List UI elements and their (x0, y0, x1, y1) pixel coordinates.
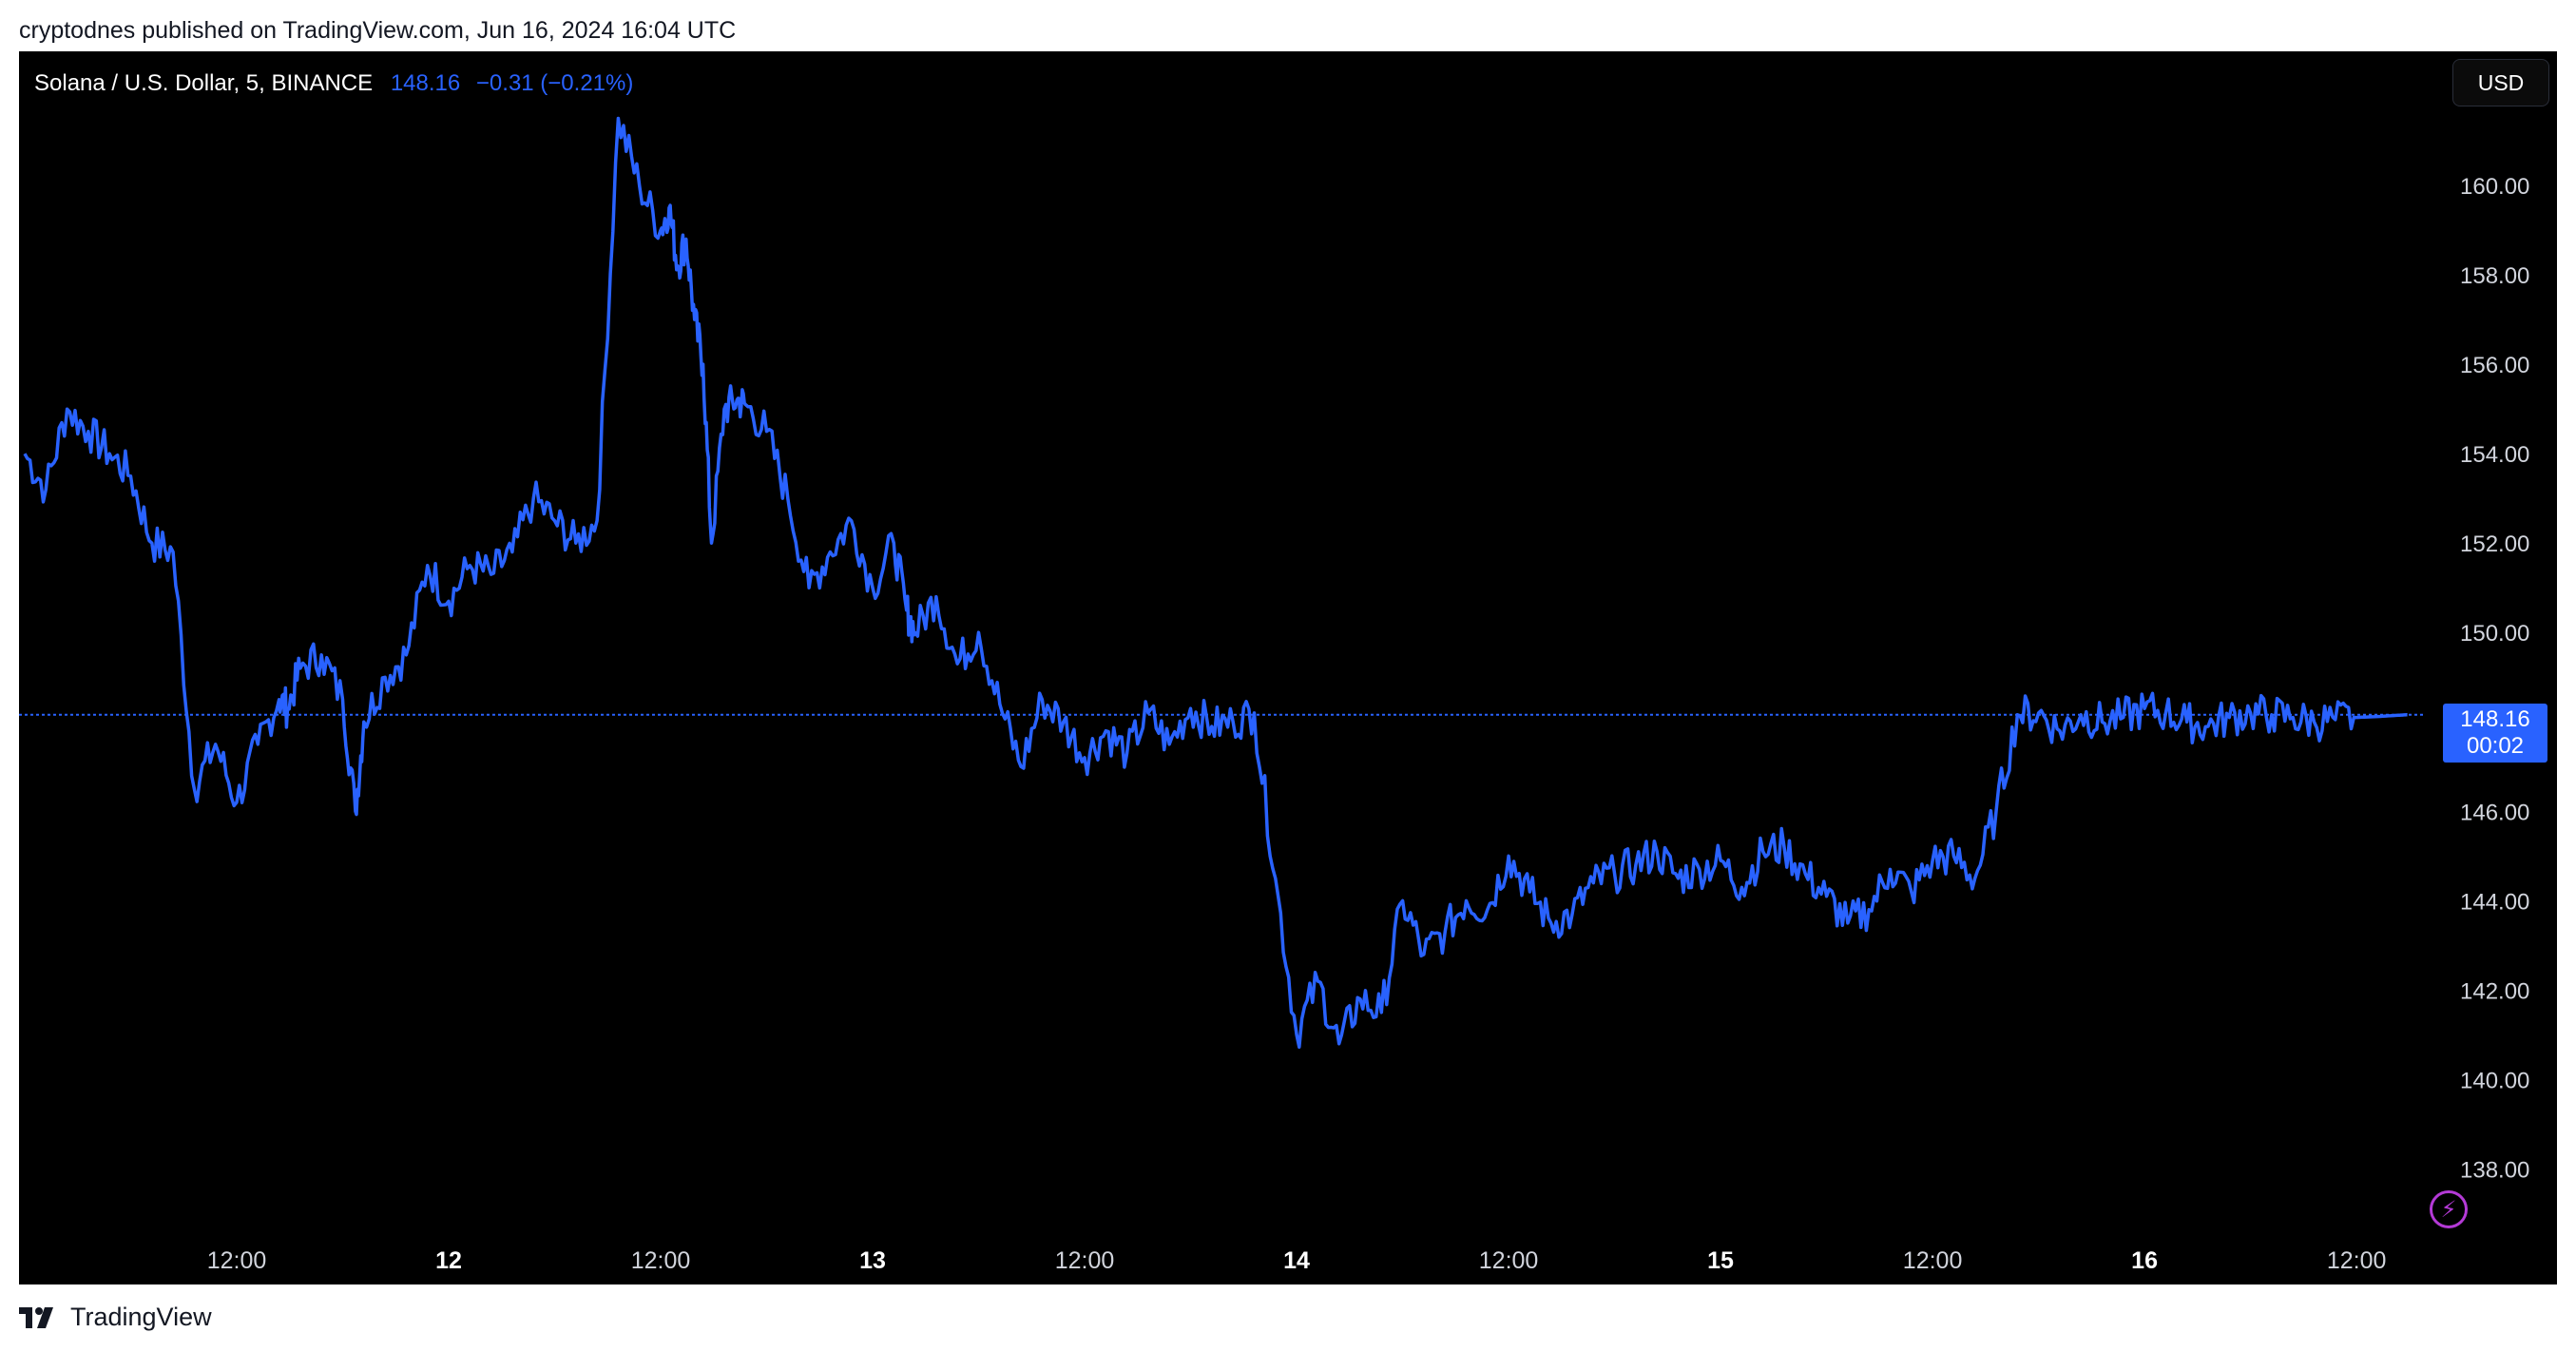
price-tick-label: 158.00 (2460, 263, 2529, 289)
price-tick-label: 142.00 (2460, 978, 2529, 1004)
time-tick-label: 12 (435, 1247, 462, 1274)
time-tick-label: 12:00 (2327, 1247, 2387, 1274)
price-tick-label: 140.00 (2460, 1068, 2529, 1093)
time-tick-label: 16 (2131, 1247, 2158, 1274)
symbol-legend: Solana / U.S. Dollar, 5, BINANCE 148.16 … (34, 70, 633, 97)
time-tick-label: 14 (1283, 1247, 1310, 1274)
time-tick-label: 12:00 (1903, 1247, 1963, 1274)
price-tick-label: 160.00 (2460, 174, 2529, 200)
price-tick-label: 146.00 (2460, 800, 2529, 825)
price-tick-label: 152.00 (2460, 531, 2529, 557)
price-change: −0.31 (−0.21%) (475, 70, 634, 96)
series-line (23, 116, 2409, 1050)
price-tick-label: 150.00 (2460, 621, 2529, 647)
last-price: 148.16 (390, 70, 461, 96)
price-tick-label: 138.00 (2460, 1157, 2529, 1183)
chart-panel[interactable]: Solana / U.S. Dollar, 5, BINANCE 148.16 … (19, 51, 2557, 1284)
bar-countdown: 00:02 (2466, 733, 2525, 759)
time-tick-label: 12:00 (207, 1247, 267, 1274)
currency-button[interactable]: USD (2452, 59, 2549, 106)
time-tick-label: 12:00 (1479, 1247, 1539, 1274)
price-tick-label: 156.00 (2460, 353, 2529, 378)
price-axis: 162.00160.00158.00156.00154.00152.00150.… (2460, 85, 2529, 1183)
price-tick-label: 144.00 (2460, 889, 2529, 915)
tradingview-logo-icon (19, 1306, 53, 1328)
price-chart[interactable]: 162.00160.00158.00156.00154.00152.00150.… (19, 51, 2557, 1284)
last-price-tag-value: 148.16 (2460, 706, 2530, 732)
brand-name: TradingView (70, 1303, 212, 1331)
symbol-name[interactable]: Solana / U.S. Dollar, 5, BINANCE (34, 70, 374, 96)
time-axis: 12:00 12 12:00 13 12:00 14 12:00 15 12:00 16 12:00 (207, 1247, 2387, 1274)
time-tick-label: 13 (859, 1247, 886, 1274)
publisher-caption: cryptodnes published on TradingView.com,… (19, 17, 737, 44)
footer-brand[interactable]: TradingView (19, 1303, 212, 1332)
price-tick-label: 154.00 (2460, 442, 2529, 468)
time-tick-label: 15 (1707, 1247, 1734, 1274)
time-tick-label: 12:00 (631, 1247, 691, 1274)
time-tick-label: 12:00 (1055, 1247, 1115, 1274)
lightning-icon[interactable]: ⚡ (2430, 1190, 2468, 1228)
last-price-tag: 148.16 00:02 (2443, 704, 2547, 763)
